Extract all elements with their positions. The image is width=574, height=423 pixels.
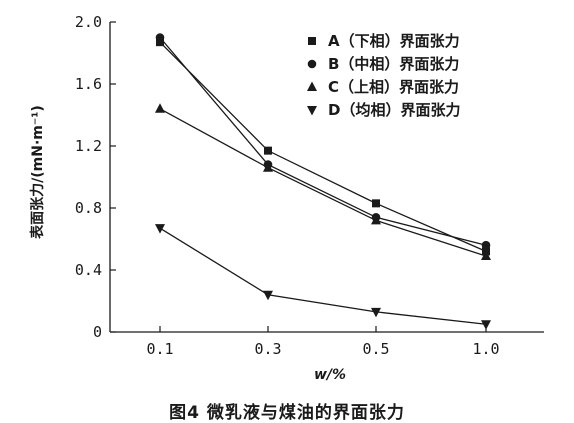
interfacial-tension-chart: 0 0.4 0.8 1.2 1.6 2.0 0.1 0.3 0.5 1.0 w/% 表面张力/(mN·… — [29, 13, 544, 383]
legend-label: A（下相）界面张力 — [328, 32, 460, 50]
data-point — [481, 250, 491, 261]
data-point — [263, 290, 273, 301]
x-tick-label: 0.3 — [254, 340, 281, 358]
data-point — [372, 199, 380, 208]
series-line — [159, 108, 487, 257]
legend-label: D（均相）界面张力 — [328, 101, 460, 119]
data-point — [371, 307, 381, 318]
legend-item: C（上相）界面张力 — [307, 78, 459, 96]
legend-item: A（下相）界面张力 — [308, 32, 460, 50]
legend-label: C（上相）界面张力 — [328, 78, 459, 96]
chart-plot-area — [155, 33, 491, 330]
data-point — [155, 103, 165, 113]
series-line — [159, 37, 487, 246]
x-axis-title: w/% — [314, 367, 346, 383]
y-tick-label: 0.8 — [75, 199, 102, 217]
legend-label: B（中相）界面张力 — [328, 55, 459, 73]
data-point — [481, 320, 491, 330]
data-point — [481, 240, 491, 250]
legend-marker — [307, 106, 317, 116]
data-point — [156, 38, 164, 47]
chart-axes: 0 0.4 0.8 1.2 1.6 2.0 0.1 0.3 0.5 1.0 w/% 表面张力/(mN·… — [29, 13, 544, 383]
y-tick-label: 1.6 — [75, 75, 102, 93]
series-line — [159, 41, 487, 252]
legend-item: D（均相）界面张力 — [307, 101, 460, 119]
y-tick-label: 2.0 — [75, 13, 102, 31]
data-point — [155, 33, 165, 42]
data-point — [263, 162, 273, 172]
legend-marker — [307, 59, 317, 69]
data-point — [155, 224, 165, 234]
figure-caption: 图4 微乳液与煤油的界面张力 — [169, 403, 405, 423]
legend-marker — [307, 81, 317, 91]
series-line — [159, 227, 487, 325]
y-tick-label: 0.4 — [75, 261, 102, 279]
legend-marker — [308, 37, 316, 45]
chart-legend: A（下相）界面张力 B（中相）界面张力 C（上相）界面张力 D（均相）界面张力 — [307, 32, 460, 119]
y-axis-title: 表面张力/(mN·m⁻¹) — [29, 105, 46, 240]
series-d — [155, 224, 491, 330]
x-tick-label: 0.1 — [146, 340, 173, 358]
data-point — [264, 146, 272, 155]
y-tick-label: 0 — [93, 323, 102, 341]
y-tick-label: 1.2 — [75, 137, 102, 155]
data-point — [371, 214, 381, 225]
x-tick-label: 1.0 — [472, 340, 499, 358]
x-tick-label: 0.5 — [362, 340, 389, 358]
series-c — [155, 103, 491, 261]
legend-item: B（中相）界面张力 — [307, 55, 459, 73]
